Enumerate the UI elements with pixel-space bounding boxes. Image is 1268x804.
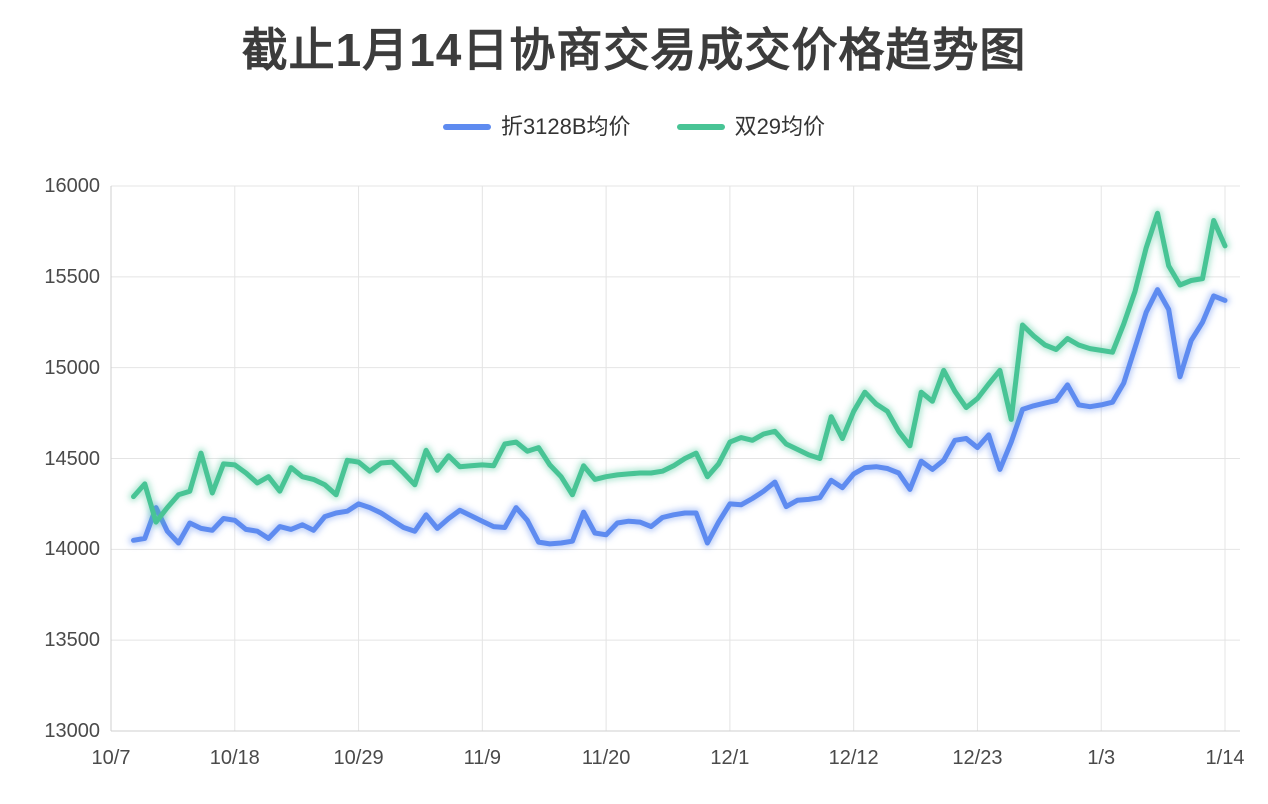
grid xyxy=(111,185,1240,731)
legend-item-zhe3128b[interactable]: 折3128B均价 xyxy=(442,114,631,140)
x-axis-label-5: 12/1 xyxy=(710,747,750,769)
legend-label-zhe3128b: 折3128B均价 xyxy=(500,114,631,139)
x-axis-label-0: 10/7 xyxy=(91,747,131,769)
legend: 折3128B均价 双29均价 xyxy=(0,112,1268,142)
y-axis-label-4: 14000 xyxy=(44,538,100,561)
legend-item-shuang29[interactable]: 双29均价 xyxy=(676,114,826,140)
series-line-zhe3128b-avg-glow xyxy=(128,284,1230,549)
y-axis-label-3: 14500 xyxy=(44,447,100,470)
series-line-shuang29-avg xyxy=(131,210,1228,525)
x-axis-label-3: 11/9 xyxy=(463,747,502,769)
x-axis-label-6: 12/12 xyxy=(828,747,879,769)
y-axis-label-6: 13000 xyxy=(44,720,100,742)
page-title: 截止1月14日协商交易成交价格趋势图 xyxy=(241,24,1027,76)
x-axis-label-2: 10/29 xyxy=(333,747,384,769)
legend-swatch-zhe3128b xyxy=(442,124,491,130)
x-axis-label-1: 10/18 xyxy=(209,747,260,769)
legend-label-shuang29: 双29均价 xyxy=(734,114,826,139)
x-axis-label-4: 11/20 xyxy=(581,747,631,769)
series-line-zhe3128b-avg xyxy=(131,287,1228,547)
y-axis-label-5: 13500 xyxy=(44,629,100,652)
x-axis-label-7: 12/23 xyxy=(952,747,1003,769)
y-axis-label-1: 15500 xyxy=(44,265,100,288)
legend-swatch-shuang29 xyxy=(676,124,725,130)
x-axis-label-9: 1/14 xyxy=(1205,747,1245,769)
y-axis-label-0: 16000 xyxy=(44,175,100,197)
x-axis-label-8: 1/3 xyxy=(1087,747,1116,769)
y-axis-label-2: 15000 xyxy=(44,356,100,379)
